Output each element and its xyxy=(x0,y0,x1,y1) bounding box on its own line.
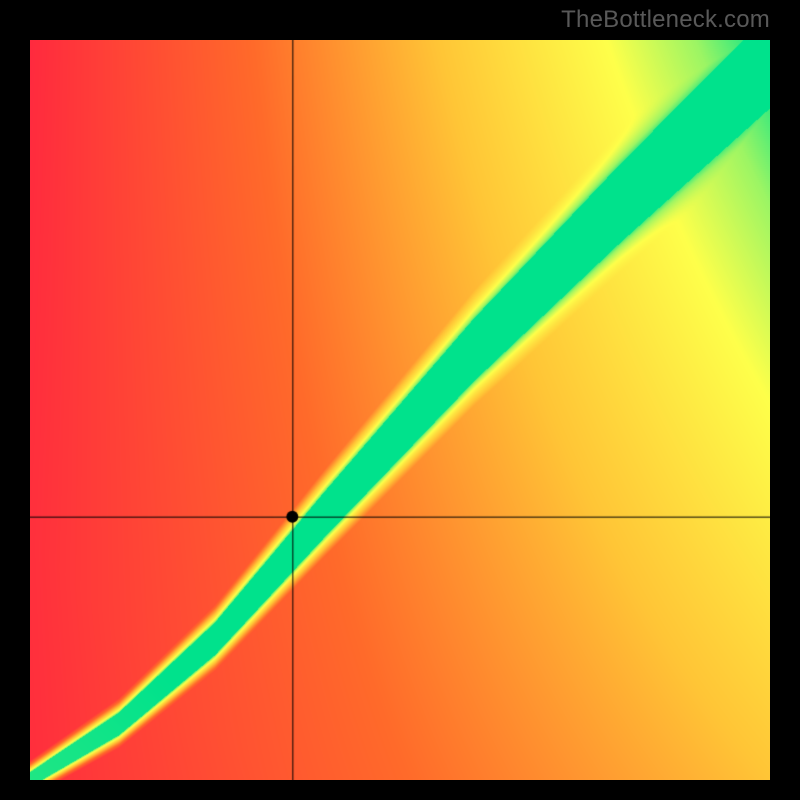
bottleneck-heatmap xyxy=(30,40,770,780)
watermark-text: TheBottleneck.com xyxy=(561,6,770,34)
heatmap-canvas xyxy=(30,40,770,780)
